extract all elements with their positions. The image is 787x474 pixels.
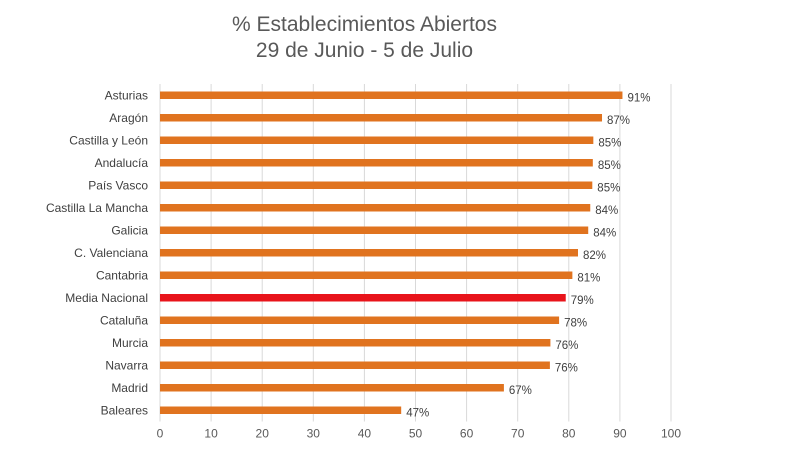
chart-subtitle: 29 de Junio - 5 de Julio: [255, 39, 474, 62]
category-label: Murcia: [112, 336, 148, 350]
chart-title: % Establecimientos Abiertos: [232, 13, 497, 36]
bar: [160, 271, 573, 279]
category-label: Castilla y León: [69, 133, 148, 147]
x-tick-label: 10: [204, 427, 218, 441]
bar: [160, 114, 603, 122]
bar: [160, 204, 591, 212]
bar: [160, 249, 578, 257]
x-tick-label: 60: [460, 427, 474, 441]
category-label: Castilla La Mancha: [46, 201, 148, 215]
data-label: 76%: [555, 340, 578, 352]
data-label: 91%: [627, 92, 650, 104]
data-label: 84%: [593, 227, 616, 239]
x-tick-label: 20: [256, 427, 270, 441]
category-label: Galicia: [111, 223, 148, 237]
data-label: 67%: [509, 385, 532, 397]
category-label: Asturias: [105, 88, 148, 102]
bar: [160, 226, 589, 234]
data-label: 85%: [597, 182, 620, 194]
bar: [160, 339, 551, 347]
x-tick-label: 80: [562, 427, 576, 441]
category-label: Madrid: [111, 381, 148, 395]
bar: [160, 316, 560, 324]
bar: [160, 361, 550, 369]
x-tick-label: 0: [157, 427, 164, 441]
category-label: Cantabria: [96, 268, 148, 282]
data-label: 76%: [555, 362, 578, 374]
bar: [160, 294, 566, 302]
data-label: 79%: [571, 295, 594, 307]
data-label: 85%: [598, 160, 621, 172]
bar: [160, 406, 402, 414]
category-label: C. Valenciana: [74, 246, 148, 260]
category-label: Cataluña: [100, 313, 148, 327]
category-label: Andalucía: [95, 156, 149, 170]
data-label: 81%: [577, 272, 600, 284]
data-label: 78%: [564, 317, 587, 329]
x-tick-label: 70: [511, 427, 525, 441]
bar: [160, 181, 593, 189]
x-tick-label: 30: [307, 427, 321, 441]
x-tick-label: 40: [358, 427, 372, 441]
data-label: 84%: [595, 205, 618, 217]
data-label: 82%: [583, 250, 606, 262]
chart-title-block: % Establecimientos Abiertos 29 de Junio …: [0, 12, 729, 64]
bar: [160, 136, 594, 144]
category-label: Baleares: [101, 403, 148, 417]
x-tick-label: 50: [409, 427, 423, 441]
category-label: País Vasco: [88, 178, 148, 192]
bar: [160, 91, 623, 99]
data-label: 47%: [406, 407, 429, 419]
category-label: Aragón: [109, 111, 148, 125]
bar: [160, 384, 504, 392]
bar: [160, 159, 593, 167]
category-label: Navarra: [105, 358, 148, 372]
x-tick-label: 100: [661, 427, 681, 441]
data-label: 87%: [607, 115, 630, 127]
x-tick-label: 90: [613, 427, 627, 441]
data-label: 85%: [598, 137, 621, 149]
category-label: Media Nacional: [65, 291, 148, 305]
